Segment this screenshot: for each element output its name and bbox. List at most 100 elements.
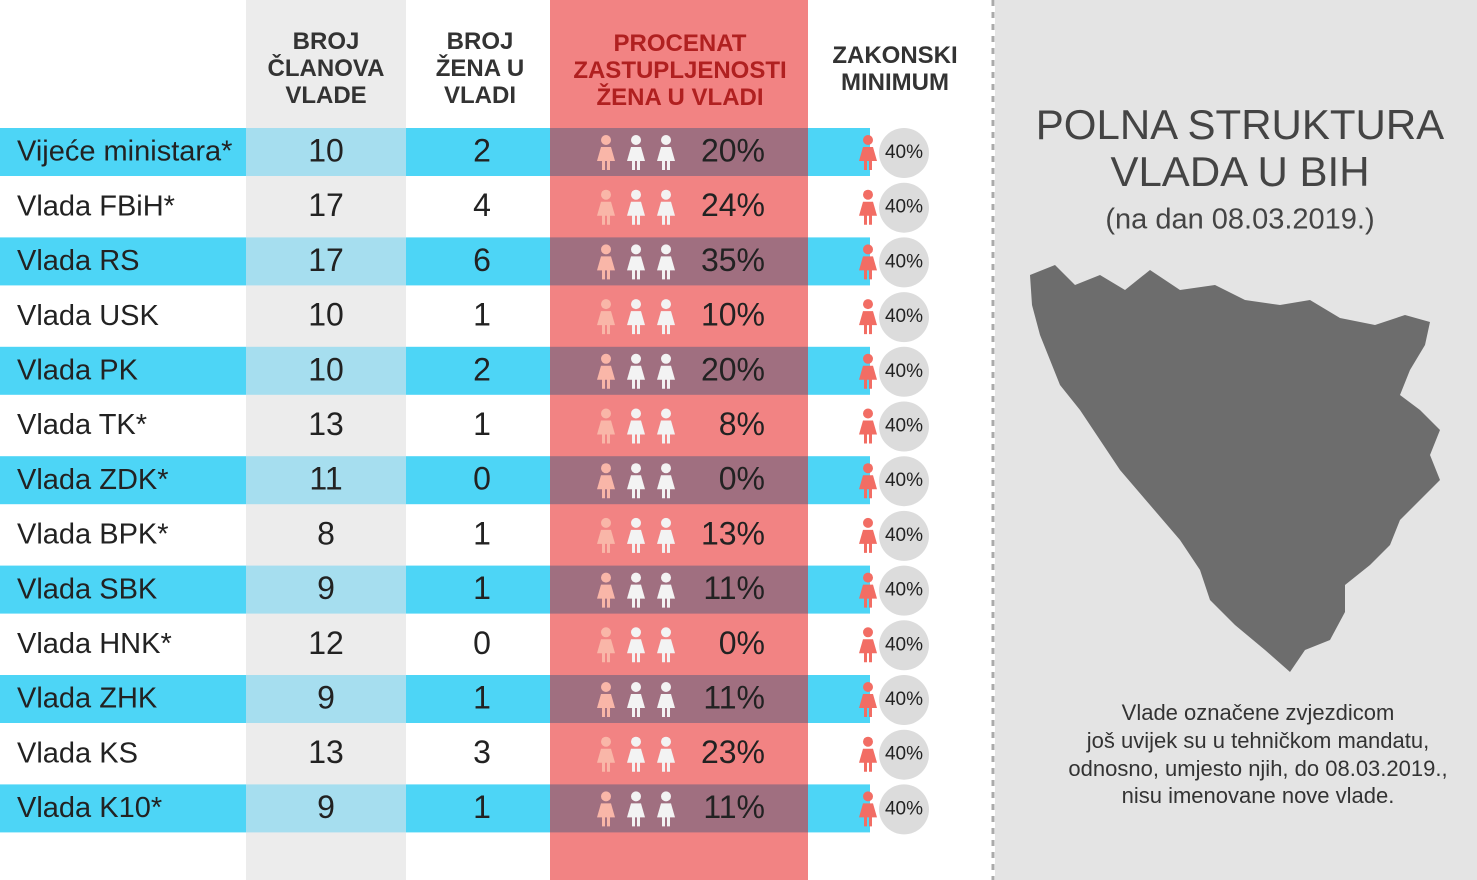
row-band xyxy=(0,784,246,833)
minimum-circle xyxy=(879,292,929,343)
person-icon xyxy=(597,201,615,225)
minimum-circle xyxy=(879,784,929,835)
person-icon xyxy=(657,201,675,225)
person-icon xyxy=(859,639,877,663)
women: 1 xyxy=(473,789,491,825)
row-name: Vlada K10* xyxy=(17,792,162,824)
members: 11 xyxy=(309,461,342,497)
person-icon xyxy=(597,803,615,827)
person-icon xyxy=(859,311,877,335)
person-icon xyxy=(657,147,675,170)
person-icon xyxy=(601,572,611,583)
column-header: ZAKONSKI MINIMUM xyxy=(832,42,958,96)
person-icon xyxy=(627,311,645,335)
person-icon xyxy=(597,147,615,170)
person-icon xyxy=(627,584,645,608)
minimum-circle xyxy=(879,237,929,288)
person-icon xyxy=(859,694,877,717)
person-icon xyxy=(859,803,877,827)
person-icon xyxy=(631,244,641,255)
minimum: 40% xyxy=(885,580,923,601)
row-band xyxy=(550,237,808,286)
women: 2 xyxy=(473,351,491,387)
minimum: 40% xyxy=(885,361,923,382)
person-icon xyxy=(859,201,877,225)
members: 8 xyxy=(317,515,335,551)
row-name: Vlada FBiH* xyxy=(17,190,175,222)
person-icon xyxy=(597,420,615,444)
women: 6 xyxy=(473,242,491,278)
person-icon xyxy=(661,189,671,200)
percent: 11% xyxy=(703,789,765,825)
row-name: Vlada HNK* xyxy=(17,628,172,660)
percent: 35% xyxy=(701,242,765,278)
person-icon xyxy=(661,135,671,145)
percent: 24% xyxy=(701,187,765,223)
person-icon xyxy=(601,408,611,419)
row-name: Vlada PK xyxy=(17,354,139,386)
percent: 0% xyxy=(719,461,765,497)
row-band xyxy=(550,128,808,176)
row-band xyxy=(808,346,870,395)
person-icon xyxy=(859,584,877,608)
row-band xyxy=(550,456,808,505)
person-icon xyxy=(859,420,877,444)
row-band xyxy=(0,565,246,614)
person-icon xyxy=(601,353,611,364)
person-icon xyxy=(627,803,645,827)
person-icon xyxy=(657,639,675,663)
person-icon xyxy=(859,365,877,389)
row-band xyxy=(550,565,808,614)
women: 1 xyxy=(473,406,491,442)
minimum-circle xyxy=(879,620,929,671)
person-icon xyxy=(661,517,671,528)
person-icon xyxy=(631,463,641,474)
person-icon xyxy=(627,694,645,717)
person-icon xyxy=(661,408,671,419)
person-icon xyxy=(601,791,611,802)
person-icon xyxy=(627,256,645,280)
percent: 8% xyxy=(719,406,765,442)
minimum-circle xyxy=(879,729,929,780)
person-icon xyxy=(859,529,877,553)
women: 1 xyxy=(473,679,491,715)
row-name: Vijeće ministara* xyxy=(17,136,232,168)
minimum-circle xyxy=(879,675,929,725)
column-header: PROCENAT ZASTUPLJENOSTI ŽENA U VLADI xyxy=(573,30,787,111)
women: 4 xyxy=(473,187,491,223)
row-band xyxy=(0,346,246,395)
person-icon xyxy=(631,517,641,528)
members: 10 xyxy=(308,132,344,168)
person-icon xyxy=(657,803,675,827)
row-name: Vlada ZDK* xyxy=(17,464,169,496)
row-band xyxy=(808,456,870,505)
minimum: 40% xyxy=(885,197,923,218)
person-icon xyxy=(863,736,873,747)
row-band xyxy=(0,128,246,176)
person-icon xyxy=(863,682,873,692)
person-icon xyxy=(627,365,645,389)
women: 1 xyxy=(473,570,491,606)
person-icon xyxy=(597,475,615,499)
row-name: Vlada BPK* xyxy=(17,519,169,551)
row-band xyxy=(550,346,808,395)
person-icon xyxy=(661,627,671,638)
row-band xyxy=(808,675,870,723)
person-icon xyxy=(657,529,675,553)
person-icon xyxy=(627,529,645,553)
person-icon xyxy=(657,311,675,335)
person-icon xyxy=(661,244,671,255)
row-band xyxy=(0,675,246,723)
minimum-circle xyxy=(879,401,929,452)
person-icon xyxy=(601,135,611,145)
person-icon xyxy=(597,748,615,772)
person-icon xyxy=(863,572,873,583)
person-icon xyxy=(601,627,611,638)
percent: 11% xyxy=(703,679,765,715)
person-icon xyxy=(859,748,877,772)
person-icon xyxy=(863,463,873,474)
person-icon xyxy=(863,791,873,802)
minimum: 40% xyxy=(885,306,923,327)
row-band xyxy=(0,237,246,286)
row-name: Vlada RS xyxy=(17,245,140,277)
